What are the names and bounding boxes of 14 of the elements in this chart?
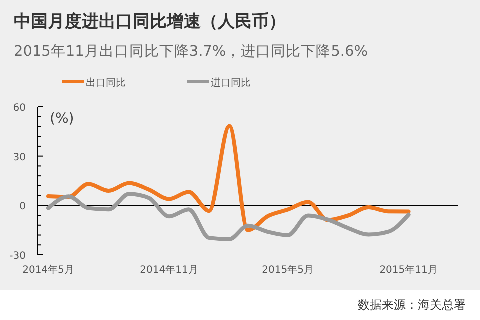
chart-subtitle: 2015年11月出口同比下降3.7%，进口同比下降5.6% — [14, 43, 368, 60]
y-axis-title: (%) — [50, 111, 74, 127]
y-tick-label: 30 — [13, 152, 26, 164]
y-tick-label: 60 — [13, 103, 26, 114]
x-tick-label: 2014年11月 — [140, 264, 198, 276]
y-tick-label: 0 — [20, 202, 26, 213]
legend-label: 进口同比 — [211, 77, 251, 89]
y-tick-label: -30 — [10, 251, 26, 262]
source-note: 数据来源：海关总署 — [358, 298, 466, 312]
x-tick-label: 2014年5月 — [22, 264, 74, 276]
chart-title: 中国月度进出口同比增速（人民币） — [14, 12, 286, 32]
legend-label: 出口同比 — [86, 77, 126, 89]
x-tick-label: 2015年11月 — [380, 264, 438, 276]
x-tick-label: 2015年5月 — [262, 264, 314, 276]
